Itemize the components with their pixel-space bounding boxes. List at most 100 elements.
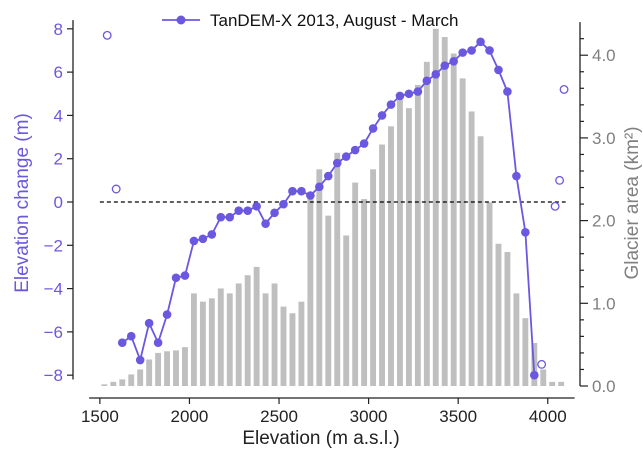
series-point — [440, 61, 450, 70]
series-point — [234, 206, 244, 215]
series-point — [413, 87, 423, 96]
area-bar — [253, 266, 260, 386]
series-point — [377, 111, 387, 120]
series-point — [449, 56, 458, 66]
series-point — [395, 91, 405, 101]
area-bars — [101, 28, 565, 387]
series-point — [198, 234, 208, 244]
series-point — [332, 158, 342, 168]
area-bar — [504, 252, 511, 386]
area-bar — [226, 293, 233, 386]
series-point — [458, 48, 467, 57]
area-bar — [119, 379, 126, 386]
right-tick-label: 2.0 — [592, 212, 616, 231]
right-tick-label: 1.0 — [592, 294, 616, 313]
series-point — [530, 370, 539, 380]
area-bar — [558, 381, 565, 386]
y-axis-right-label: Glacier area (km²) — [622, 126, 643, 279]
legend: TanDEM-X 2013, August - March — [162, 11, 459, 30]
left-tick-label: 0 — [54, 193, 63, 212]
area-bar — [397, 99, 403, 386]
area-bar — [370, 169, 377, 386]
left-tick-label: 4 — [54, 106, 63, 125]
area-bar — [361, 199, 368, 386]
series-point — [171, 273, 181, 283]
series-point — [467, 46, 476, 55]
series-point — [431, 69, 441, 79]
series-point — [135, 355, 145, 365]
area-bar — [540, 369, 547, 386]
series-point — [207, 230, 217, 239]
series-point — [404, 89, 414, 99]
series-point — [503, 87, 512, 96]
outlier-points — [102, 30, 569, 369]
series-point — [485, 46, 494, 55]
area-bar — [522, 318, 529, 386]
series-point — [252, 202, 261, 211]
area-bar — [298, 301, 305, 386]
area-bar — [486, 202, 493, 386]
area-bar — [352, 182, 359, 386]
area-bar — [405, 108, 412, 386]
outlier-point — [550, 201, 560, 211]
area-bar — [549, 381, 556, 386]
x-tick-label: 3000 — [350, 407, 388, 426]
area-bar — [468, 111, 475, 386]
left-tick-label: 8 — [54, 20, 63, 39]
area-bar — [190, 293, 197, 386]
area-bar — [155, 352, 162, 386]
series-point — [476, 37, 485, 47]
outlier-point — [102, 30, 112, 40]
series-point — [162, 310, 172, 319]
area-bar — [146, 359, 153, 386]
series-point — [144, 318, 154, 328]
area-bar — [343, 235, 350, 386]
outlier-point — [111, 184, 121, 194]
series-point — [386, 100, 396, 109]
area-bar — [513, 293, 520, 386]
series-point — [261, 219, 270, 228]
area-bar — [271, 283, 278, 386]
series-point — [189, 236, 199, 246]
area-bar — [441, 37, 448, 386]
area-bar — [379, 144, 385, 386]
series-point — [243, 206, 252, 215]
area-bar — [217, 288, 224, 386]
area-bar — [423, 61, 430, 386]
x-tick-label: 1500 — [81, 407, 119, 426]
series-point — [521, 228, 530, 237]
area-bar — [280, 306, 287, 386]
area-bar — [128, 374, 135, 386]
series-point — [270, 208, 279, 218]
area-bar — [199, 301, 206, 386]
series-point — [216, 212, 226, 222]
series-point — [422, 76, 432, 86]
elevation-change-series — [117, 37, 539, 380]
left-tick-label: 6 — [54, 63, 63, 82]
area-bar — [325, 215, 332, 386]
series-point — [117, 338, 127, 348]
area-bar — [137, 369, 144, 386]
area-bar — [173, 350, 179, 386]
area-bar — [495, 243, 502, 386]
x-tick-label: 2000 — [171, 407, 209, 426]
right-axis: 0.0 1.0 2.0 3.0 4.0 — [579, 22, 616, 396]
area-bar — [459, 78, 466, 387]
area-bar — [235, 283, 242, 386]
series-point — [359, 139, 369, 148]
series-point — [512, 171, 521, 181]
left-axis: −8 −6 −4 −2 0 2 4 6 8 — [44, 20, 74, 385]
area-bar — [307, 194, 314, 386]
area-bar — [414, 84, 421, 387]
outlier-point — [559, 84, 569, 94]
series-point — [288, 186, 297, 196]
left-tick-label: −2 — [44, 236, 63, 255]
left-tick-label: −6 — [44, 323, 63, 342]
area-bar — [244, 275, 251, 386]
area-bar — [388, 126, 394, 386]
area-bar — [208, 298, 215, 386]
series-point — [494, 65, 503, 75]
area-bar — [316, 169, 323, 386]
series-point — [306, 191, 315, 200]
area-bar — [289, 313, 296, 386]
